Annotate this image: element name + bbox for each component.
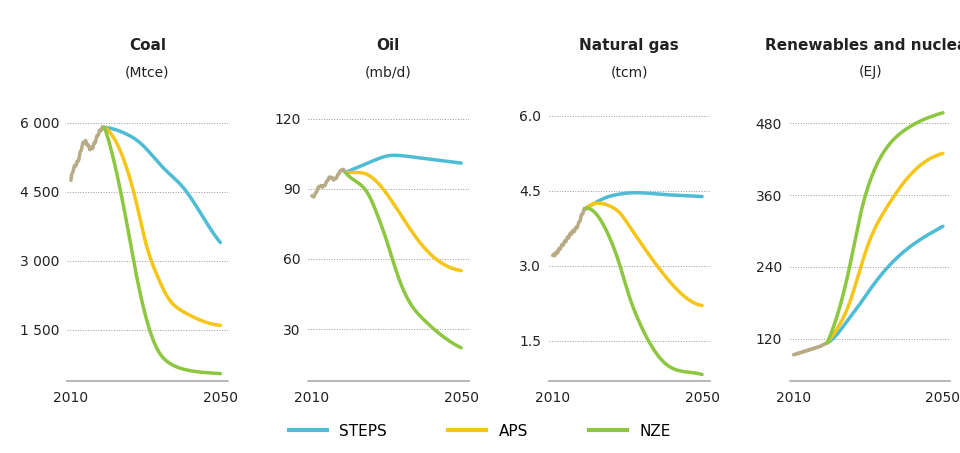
Text: Coal: Coal — [129, 38, 166, 53]
Text: (mb/d): (mb/d) — [365, 65, 412, 79]
Text: (Mtce): (Mtce) — [125, 65, 170, 79]
Text: (EJ): (EJ) — [858, 65, 882, 79]
Text: (tcm): (tcm) — [611, 65, 648, 79]
Text: Renewables and nuclear: Renewables and nuclear — [765, 38, 960, 53]
Text: Oil: Oil — [376, 38, 400, 53]
Legend: STEPS, APS, NZE: STEPS, APS, NZE — [283, 418, 677, 445]
Text: Natural gas: Natural gas — [580, 38, 679, 53]
